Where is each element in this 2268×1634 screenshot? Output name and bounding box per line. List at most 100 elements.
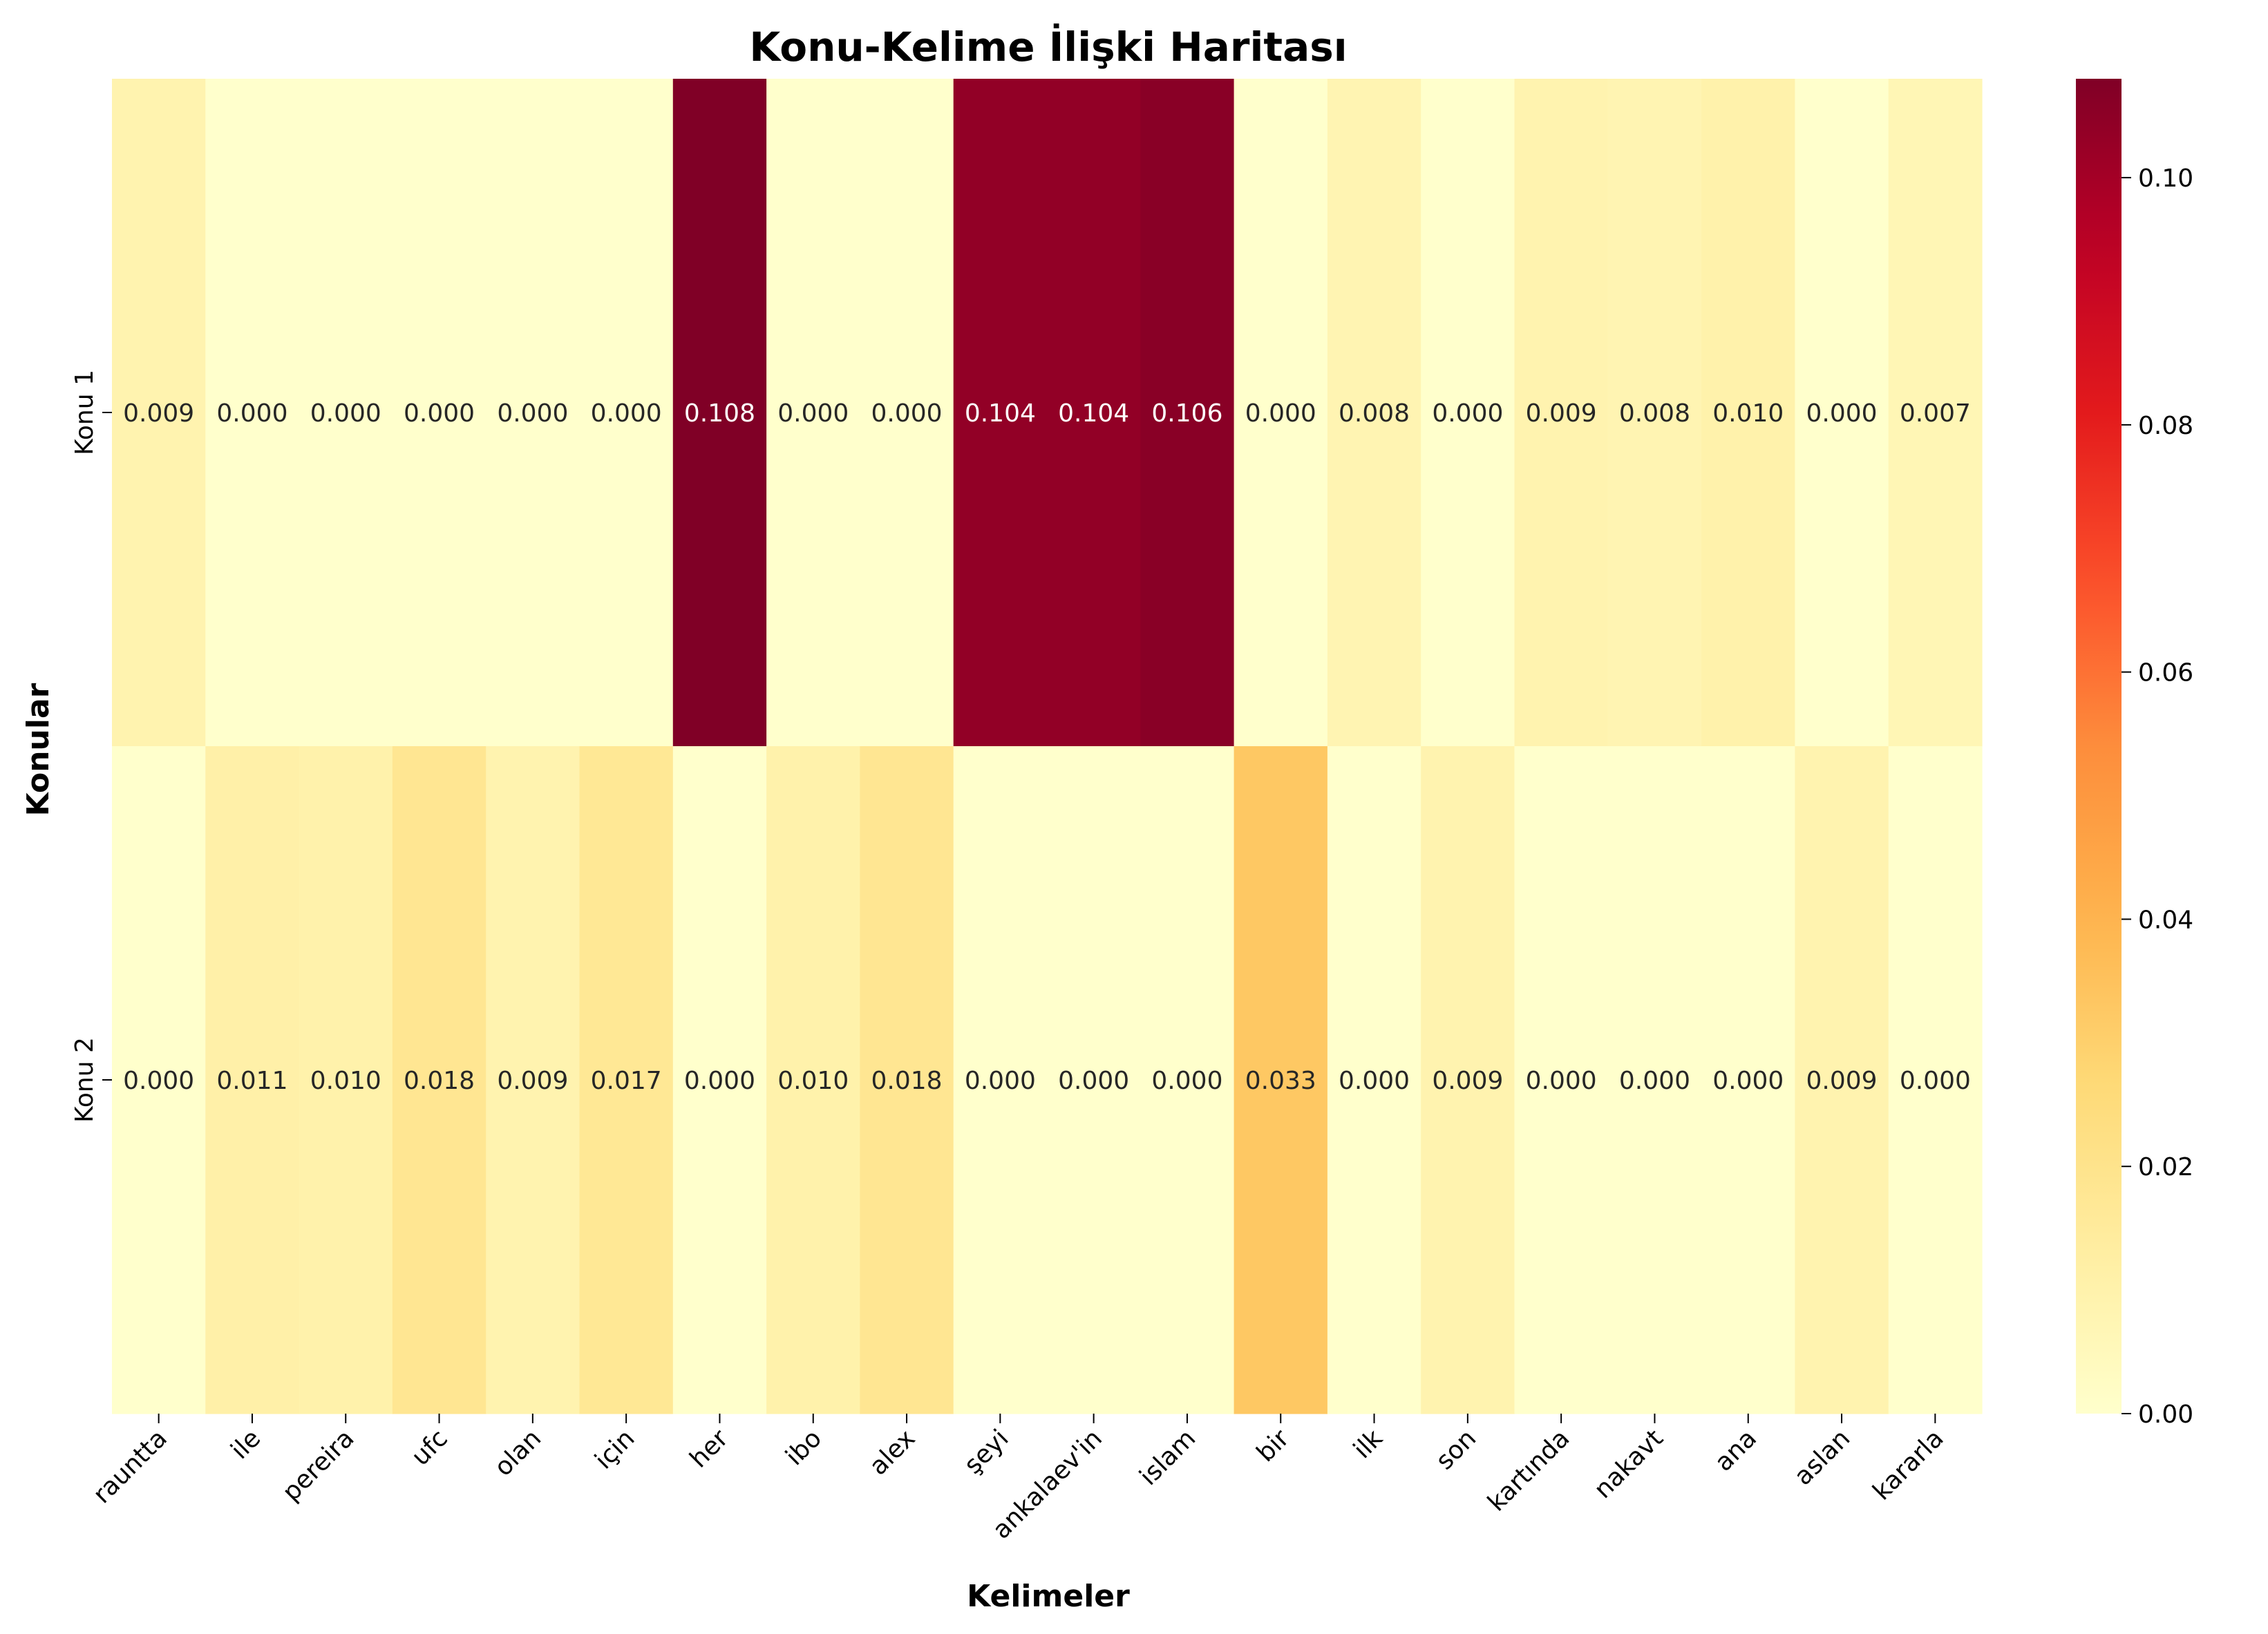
cell-value-label: 0.000 [497, 399, 568, 428]
cell-value-label: 0.009 [497, 1067, 568, 1095]
heatmap-cell [766, 79, 860, 747]
heatmap-cell [299, 746, 393, 1414]
y-tick-label: Konu 1 [70, 370, 99, 455]
x-tick-label: nakavt [1589, 1424, 1669, 1504]
cell-value-label: 0.000 [123, 1067, 194, 1095]
cell-value-label: 0.000 [1151, 1067, 1222, 1095]
colorbar-tick-label: 0.02 [2138, 1153, 2193, 1181]
chart-title: Konu-Kelime İlişki Haritası [749, 23, 1347, 70]
heatmap-cell [1607, 746, 1702, 1414]
cell-value-label: 0.018 [404, 1067, 475, 1095]
y-axis-label: Konular [21, 683, 56, 816]
colorbar: 0.00 0.02 0.04 0.06 0.08 0.10 [2076, 79, 2193, 1429]
heatmap-cell [1701, 79, 1795, 747]
cell-value-label: 0.000 [310, 399, 381, 428]
cell-value-label: 0.008 [1339, 399, 1410, 428]
cell-value-label: 0.033 [1245, 1067, 1316, 1095]
heatmap-cell [1421, 79, 1515, 747]
heatmap-cell [1234, 79, 1328, 747]
heatmap-cell [579, 746, 674, 1414]
heatmap-cell [1140, 746, 1235, 1414]
x-tick-label: ana [1710, 1424, 1762, 1476]
cell-value-label: 0.000 [591, 399, 662, 428]
cell-value-label: 0.000 [871, 399, 943, 428]
heatmap-cell [1514, 746, 1609, 1414]
x-axis-ticks: rauntta ile pereira ufc olan için her i̇bo alex ş… [88, 1414, 1949, 1545]
heatmap-cell [1421, 746, 1515, 1414]
heatmap-cell [392, 79, 486, 747]
heatmap-cells: 0.009 0.000 0.000 0.000 0.000 0.000 0.108 0.000… [112, 79, 1983, 1414]
cell-value-label: 0.010 [777, 1067, 849, 1095]
x-tick-label: için [589, 1424, 640, 1474]
cell-value-label: 0.000 [1526, 1067, 1597, 1095]
heatmap-cell [205, 79, 300, 747]
cell-value-label: 0.009 [1806, 1067, 1878, 1095]
cell-value-label: 0.017 [591, 1067, 662, 1095]
heatmap-cell [1607, 79, 1702, 747]
heatmap-cell [392, 746, 486, 1414]
cell-value-label: 0.000 [1712, 1067, 1784, 1095]
cell-value-label: 0.000 [404, 399, 475, 428]
colorbar-gradient [2076, 79, 2121, 1414]
x-tick-label: bir [1251, 1424, 1295, 1467]
heatmap-cell [1047, 746, 1141, 1414]
cell-value-label: 0.009 [123, 399, 194, 428]
cell-value-label: 0.106 [1151, 399, 1222, 428]
heatmap-cell [1327, 746, 1421, 1414]
cell-value-label: 0.010 [1712, 399, 1784, 428]
heatmap-cell [953, 79, 1048, 747]
heatmap-cell [1327, 79, 1421, 747]
heatmap-cell [672, 79, 767, 747]
heatmap-cell [1888, 79, 1983, 747]
heatmap-cell [860, 746, 954, 1414]
x-tick-label: şeyi [959, 1424, 1014, 1479]
colorbar-tick-label: 0.08 [2138, 412, 2193, 440]
heatmap-cell [1701, 746, 1795, 1414]
cell-value-label: 0.000 [1339, 1067, 1410, 1095]
x-tick-label: ufc [406, 1424, 453, 1471]
heatmap-cell [299, 79, 393, 747]
heatmap-cell [1888, 746, 1983, 1414]
cell-value-label: 0.008 [1619, 399, 1690, 428]
heatmap-cell [1514, 79, 1609, 747]
cell-value-label: 0.009 [1432, 1067, 1503, 1095]
heatmap-cell [486, 746, 580, 1414]
heatmap-cell [1140, 79, 1235, 747]
cell-value-label: 0.000 [1900, 1067, 1971, 1095]
cell-value-label: 0.007 [1900, 399, 1971, 428]
cell-value-label: 0.000 [1619, 1067, 1690, 1095]
cell-value-label: 0.000 [1806, 399, 1878, 428]
x-tick-label: son [1430, 1424, 1482, 1475]
x-tick-label: her [685, 1424, 734, 1473]
cell-value-label: 0.000 [1432, 399, 1503, 428]
cell-value-label: 0.104 [965, 399, 1036, 428]
x-tick-label: kartında [1482, 1424, 1575, 1517]
colorbar-tick-label: 0.04 [2138, 906, 2193, 934]
heatmap-cell [486, 79, 580, 747]
x-tick-label: rauntta [88, 1424, 173, 1509]
x-tick-label: i̇bo [780, 1424, 827, 1471]
x-tick-label: i̇slam [1135, 1424, 1202, 1491]
heatmap-cell [112, 79, 206, 747]
heatmap-cell [1795, 79, 1889, 747]
cell-value-label: 0.000 [777, 399, 849, 428]
x-tick-label: ilk [1348, 1424, 1388, 1464]
x-tick-label: alex [864, 1424, 920, 1481]
heatmap-cell [672, 746, 767, 1414]
heatmap-cell [953, 746, 1048, 1414]
heatmap-cell [1234, 746, 1328, 1414]
heatmap-cell [1047, 79, 1141, 747]
y-tick-label: Konu 2 [70, 1037, 99, 1123]
x-tick-label: ile [226, 1424, 267, 1465]
cell-value-label: 0.108 [684, 399, 755, 428]
heatmap-cell [579, 79, 674, 747]
heatmap-cell [860, 79, 954, 747]
cell-value-label: 0.104 [1058, 399, 1129, 428]
cell-value-label: 0.000 [1058, 1067, 1129, 1095]
y-axis-ticks: Konu 1 Konu 2 [70, 370, 112, 1123]
heatmap-cell [112, 746, 206, 1414]
heatmap-cell [1795, 746, 1889, 1414]
colorbar-tick-label: 0.06 [2138, 659, 2193, 687]
x-tick-label: kararla [1868, 1424, 1949, 1505]
